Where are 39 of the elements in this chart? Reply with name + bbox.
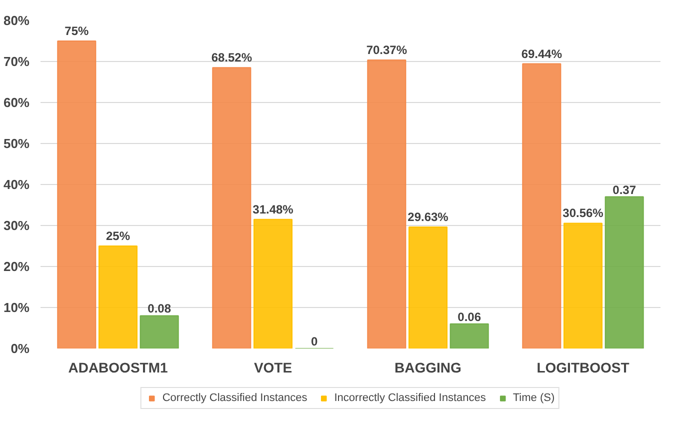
y-tick-label: 0% [10, 341, 30, 356]
y-tick-label: 30% [3, 218, 30, 233]
y-tick-label: 20% [3, 259, 30, 274]
bar [253, 218, 293, 348]
data-label: 0.08 [148, 302, 172, 316]
bar [57, 40, 96, 348]
legend-label: Time (S) [512, 392, 555, 404]
x-tick-label: VOTE [254, 360, 292, 376]
bar [604, 196, 644, 348]
bar [98, 246, 138, 348]
data-label: 70.37% [366, 42, 408, 57]
bar [563, 222, 603, 348]
y-tick-label: 60% [3, 95, 30, 110]
bar [408, 226, 448, 348]
y-tick-label: 50% [3, 136, 30, 151]
data-label: 69.44% [521, 46, 562, 61]
x-tick-label: LOGITBOOST [536, 360, 630, 376]
bar [367, 59, 406, 348]
data-label: 0.37 [612, 182, 636, 197]
y-tick-label: 80% [3, 13, 30, 28]
data-label: 29.63% [408, 210, 449, 224]
data-label: 0 [310, 334, 318, 348]
bar [450, 323, 489, 348]
legend-label: Incorrectly Classified Instances [334, 392, 486, 404]
x-tick-label: BAGGING [394, 360, 462, 376]
x-tick-label: ADABOOSTM1 [68, 360, 168, 376]
data-label: 25% [106, 229, 130, 243]
data-label: 68.52% [211, 50, 252, 65]
data-label: 30.56% [562, 206, 604, 220]
y-tick-label: 70% [3, 54, 30, 69]
y-tick-label: 40% [3, 177, 30, 192]
data-label: 75% [64, 24, 90, 38]
data-label: 31.48% [252, 202, 294, 216]
bar [140, 315, 179, 348]
bar [522, 63, 562, 348]
data-label: 0.06 [458, 310, 482, 324]
legend-label: Correctly Classified Instances [162, 392, 308, 404]
y-tick-label: 10% [3, 300, 30, 315]
bar [212, 67, 252, 348]
